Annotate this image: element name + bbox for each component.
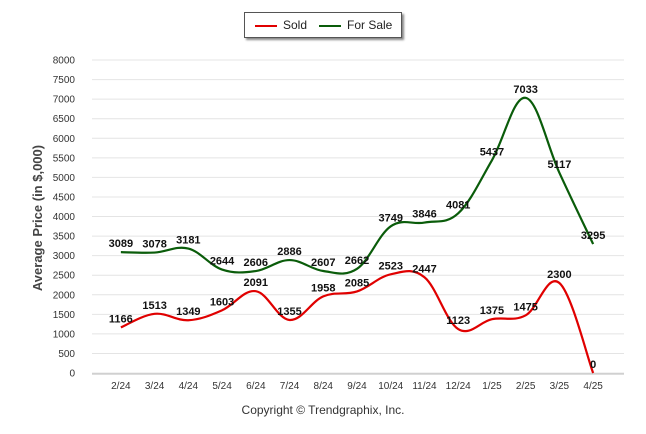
data-label-sold: 2085 <box>345 277 369 289</box>
data-label-sold: 2300 <box>547 269 571 281</box>
data-label-for-sale: 2607 <box>311 257 335 269</box>
grid-lines <box>92 59 624 375</box>
y-tick-label: 7500 <box>53 75 76 86</box>
data-label-sold: 2523 <box>378 260 402 272</box>
x-tick-label: 3/25 <box>550 381 570 392</box>
y-axis-label: Average Price (in $,000) <box>30 145 45 291</box>
legend-swatch-for-sale <box>319 25 341 27</box>
y-tick-label: 1500 <box>53 310 76 321</box>
y-tick-label: 1000 <box>53 329 76 340</box>
data-label-sold: 1603 <box>210 296 234 308</box>
data-label-for-sale: 7033 <box>513 84 537 96</box>
data-label-sold: 1375 <box>480 305 504 317</box>
x-tick-label: 11/24 <box>412 381 437 392</box>
y-tick-label: 5000 <box>53 173 76 184</box>
series-line-for-sale <box>120 96 595 275</box>
data-label-sold: 2447 <box>412 263 436 275</box>
x-tick-label: 9/24 <box>347 381 367 392</box>
series-line-sold <box>120 270 595 374</box>
y-tick-label: 5500 <box>53 153 76 164</box>
data-label-for-sale: 3295 <box>581 230 605 242</box>
data-label-sold: 1123 <box>446 315 470 327</box>
legend-swatch-sold <box>255 25 277 27</box>
x-tick-label: 8/24 <box>314 381 334 392</box>
x-axis-ticks: 2/24 3/24 4/24 5/24 6/24 7/24 8/24 9/24 10/24 11/… <box>111 381 603 392</box>
data-label-for-sale: 3846 <box>412 209 436 221</box>
x-tick-label: 2/24 <box>111 381 131 392</box>
x-tick-label: 1/25 <box>482 381 502 392</box>
chart-legend: Sold For Sale <box>244 12 402 38</box>
legend-label-sold: Sold <box>283 18 308 32</box>
data-label-sold: 1958 <box>311 282 335 294</box>
y-tick-label: 6500 <box>53 114 76 125</box>
data-label-for-sale: 2644 <box>210 256 235 268</box>
data-label-for-sale: 2886 <box>277 246 301 258</box>
y-tick-label: 4000 <box>53 212 76 223</box>
x-tick-label: 6/24 <box>246 381 266 392</box>
data-label-sold: 0 <box>590 359 596 371</box>
y-tick-label: 2500 <box>53 271 76 282</box>
series-lines <box>120 96 595 374</box>
data-label-for-sale: 2606 <box>244 257 268 269</box>
y-tick-label: 6000 <box>53 134 76 145</box>
x-tick-label: 4/24 <box>179 381 199 392</box>
data-label-sold: 1166 <box>109 313 133 325</box>
x-tick-label: 7/24 <box>280 381 300 392</box>
y-tick-label: 3000 <box>53 251 76 262</box>
x-tick-label: 4/25 <box>583 381 603 392</box>
data-label-for-sale: 3089 <box>109 238 133 250</box>
y-tick-label: 500 <box>58 349 75 360</box>
x-tick-label: 3/24 <box>145 381 165 392</box>
data-label-for-sale: 3078 <box>142 239 166 251</box>
y-tick-label: 2000 <box>53 290 76 301</box>
x-tick-label: 10/24 <box>378 381 403 392</box>
data-label-for-sale: 3749 <box>378 212 402 224</box>
data-labels: 3089 3078 3181 2644 2606 2886 2607 2662 3749 3846… <box>109 84 606 371</box>
data-label-sold: 1355 <box>277 306 301 318</box>
y-tick-label: 0 <box>69 369 75 380</box>
data-label-sold: 1349 <box>176 306 200 318</box>
y-tick-label: 7000 <box>53 95 76 106</box>
data-label-for-sale: 5117 <box>547 159 571 171</box>
x-tick-label: 12/24 <box>446 381 471 392</box>
data-label-for-sale: 4081 <box>446 199 470 211</box>
y-axis-ticks: 0 500 1000 1500 2000 2500 3000 3500 4000 4500 5000… <box>53 56 76 380</box>
y-tick-label: 4500 <box>53 192 76 203</box>
data-label-for-sale: 3181 <box>176 235 200 247</box>
data-label-sold: 2091 <box>244 277 268 289</box>
y-tick-label: 8000 <box>53 56 76 67</box>
x-tick-label: 5/24 <box>212 381 232 392</box>
data-label-for-sale: 5437 <box>480 146 504 158</box>
x-tick-label: 2/25 <box>516 381 536 392</box>
data-label-sold: 1513 <box>142 300 166 312</box>
legend-label-for-sale: For Sale <box>347 18 393 32</box>
data-label-sold: 1475 <box>513 301 537 313</box>
data-label-for-sale: 2662 <box>345 255 369 267</box>
copyright-text: Copyright © Trendgraphix, Inc. <box>241 403 405 417</box>
y-tick-label: 3500 <box>53 232 76 243</box>
